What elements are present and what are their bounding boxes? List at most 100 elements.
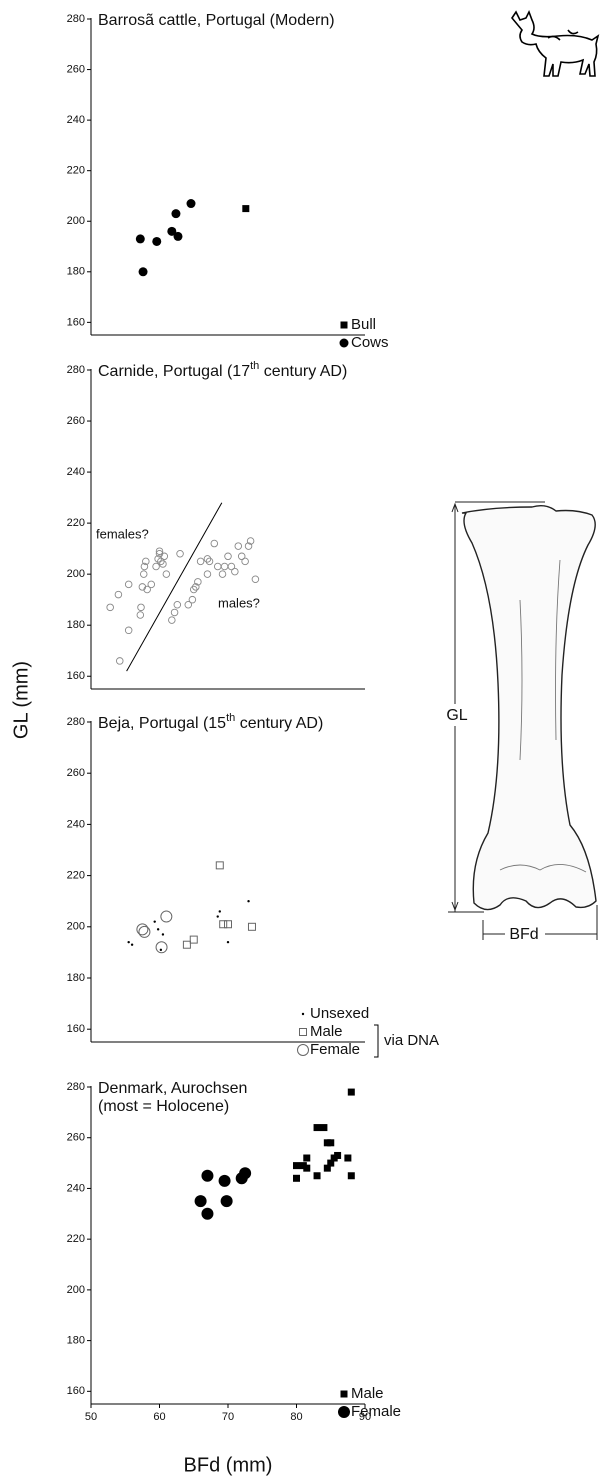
marker (320, 1124, 328, 1132)
marker (303, 1154, 311, 1162)
title-text: Barrosã cattle, Portugal (Modern) (98, 12, 335, 29)
y-tick-label: 260 (67, 767, 85, 779)
marker (203, 555, 212, 563)
marker (124, 626, 133, 635)
marker (136, 611, 145, 619)
marker (173, 601, 182, 609)
y-tick-label: 160 (67, 670, 85, 682)
y-tick-label: 180 (67, 1335, 85, 1347)
marker (216, 915, 219, 918)
marker (153, 920, 156, 923)
marker (159, 560, 167, 568)
legend-marker (297, 1044, 309, 1056)
marker (347, 1088, 355, 1096)
marker (182, 940, 191, 949)
marker (327, 1159, 335, 1167)
panel-subtitle: (most = Holocene) (98, 1098, 229, 1115)
y-tick-label: 200 (67, 921, 85, 933)
marker (130, 943, 134, 946)
legend-marker (340, 1390, 348, 1398)
marker (303, 1164, 311, 1172)
y-tick-label: 180 (67, 619, 85, 631)
marker (189, 935, 198, 944)
marker (327, 1139, 335, 1147)
marker (152, 236, 162, 246)
annotation: females? (96, 526, 149, 541)
marker (242, 205, 250, 213)
marker (106, 603, 114, 612)
legend-note: via DNA (384, 1032, 439, 1049)
y-tick-label: 220 (67, 1233, 85, 1245)
y-tick-label: 160 (67, 1023, 85, 1035)
y-tick-label: 240 (67, 818, 85, 830)
marker (344, 1154, 352, 1162)
marker (170, 608, 179, 617)
title-text: Carnide, Portugal (17 (98, 363, 250, 380)
title-text: Denmark, Aurochsen (98, 1080, 247, 1097)
marker (156, 928, 160, 931)
legend-label: Unsexed (310, 1005, 369, 1022)
annotation: males? (218, 595, 260, 610)
marker (154, 555, 162, 563)
marker (334, 1151, 342, 1159)
marker (218, 910, 221, 913)
marker (135, 234, 145, 244)
divider-line (126, 502, 223, 672)
legend-marker (299, 1028, 307, 1036)
marker (159, 948, 163, 952)
y-tick-label: 180 (67, 266, 85, 278)
marker (347, 1172, 355, 1180)
marker (138, 583, 147, 591)
y-tick-label: 280 (67, 364, 85, 376)
bone-label: GL (446, 707, 467, 724)
marker (143, 585, 151, 594)
y-tick-label: 220 (67, 517, 85, 529)
marker (138, 925, 151, 938)
y-tick-label: 200 (67, 215, 85, 227)
bone-label: BFd (509, 926, 538, 943)
marker (173, 231, 183, 241)
marker (196, 557, 205, 566)
label-bg (505, 925, 545, 943)
marker (136, 923, 149, 936)
marker (192, 583, 200, 591)
x-tick-label: 80 (290, 1411, 302, 1423)
y-tick-label: 240 (67, 1182, 85, 1194)
title-sup: th (250, 360, 259, 372)
y-tick-label: 220 (67, 870, 85, 882)
marker (251, 575, 260, 584)
marker (161, 933, 165, 936)
marker (140, 562, 149, 571)
marker (114, 590, 123, 599)
bone-illustration: GL BFd (442, 501, 598, 943)
marker (186, 199, 196, 209)
y-tick-label: 280 (67, 1081, 85, 1093)
marker (184, 601, 193, 609)
marker (194, 1195, 207, 1208)
legend-label: Male (310, 1023, 343, 1040)
marker (226, 940, 230, 944)
x-axis-label: BFd (mm) (184, 1454, 273, 1476)
marker (239, 1167, 252, 1180)
y-tick-label: 260 (67, 415, 85, 427)
y-tick-label: 260 (67, 63, 85, 75)
y-axis-label: GL (mm) (10, 661, 32, 739)
marker (313, 1124, 321, 1132)
legend-bracket (374, 1024, 379, 1058)
marker (162, 570, 171, 578)
marker (188, 595, 197, 604)
marker (215, 861, 224, 870)
marker (142, 557, 150, 566)
marker (168, 616, 176, 624)
legend-label: Bull (351, 316, 376, 333)
y-tick-label: 180 (67, 972, 85, 984)
marker (323, 1164, 331, 1172)
legend-label: Male (351, 1385, 384, 1402)
marker (201, 1169, 214, 1182)
legend-marker (338, 1406, 350, 1418)
panel-title: Carnide, Portugal (17th century AD) (98, 360, 347, 380)
marker (176, 549, 184, 558)
x-tick-label: 70 (222, 1411, 234, 1423)
x-tick-label: 50 (85, 1411, 97, 1423)
title-text: century AD) (235, 715, 323, 732)
